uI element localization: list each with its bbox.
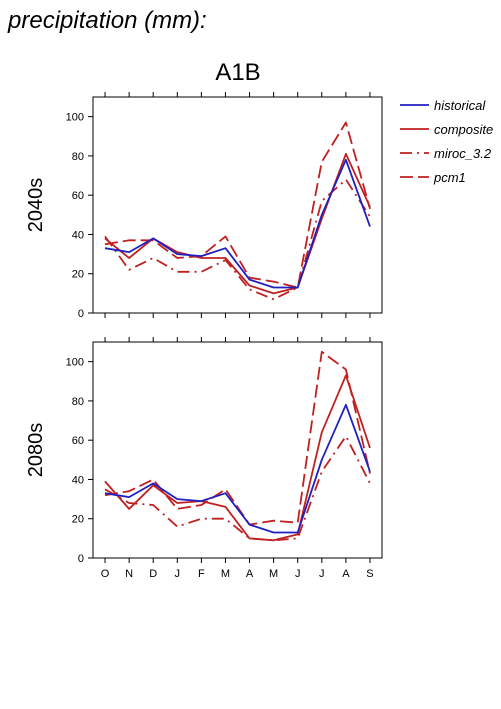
row-label-2040s: 2040s bbox=[25, 178, 47, 233]
y-tick-label: 20 bbox=[72, 514, 84, 526]
legend: historical composite miroc_3.2 pcm1 bbox=[400, 98, 493, 185]
x-tick-label: O bbox=[101, 568, 110, 580]
series-line-historical bbox=[104, 403, 371, 534]
y-tick-label: 60 bbox=[72, 435, 84, 447]
plot-frame bbox=[92, 341, 383, 559]
x-tick-label: J bbox=[295, 568, 301, 580]
legend-label: historical bbox=[434, 98, 486, 113]
y-tick-label: 0 bbox=[78, 308, 84, 320]
series-line-historical bbox=[104, 158, 371, 289]
y-tick-label: 40 bbox=[72, 474, 84, 486]
panel-2080s: 2080s 0 20 40 60 80 100 O N D J F M A M J J A S bbox=[25, 337, 383, 580]
x-tick-label: N bbox=[125, 568, 133, 580]
x-tick-label: D bbox=[149, 568, 157, 580]
row-label-2080s: 2080s bbox=[25, 423, 47, 478]
panel-2040s: 2040s 0 20 40 60 80 100 bbox=[25, 92, 383, 320]
x-tick-label: F bbox=[198, 568, 205, 580]
y-tick-label: 40 bbox=[72, 229, 84, 241]
page-title: precipitation (mm): bbox=[7, 7, 207, 34]
y-tick-label: 0 bbox=[78, 553, 84, 565]
y-tick-label: 100 bbox=[66, 357, 84, 369]
plot-frame bbox=[92, 96, 383, 314]
y-tick-label: 80 bbox=[72, 396, 84, 408]
legend-label: pcm1 bbox=[433, 170, 466, 185]
x-tick-label: J bbox=[175, 568, 181, 580]
x-tick-label: M bbox=[269, 568, 278, 580]
series-line-pcm1 bbox=[104, 350, 371, 526]
legend-label: composite bbox=[434, 122, 493, 137]
series-line-composite bbox=[104, 374, 371, 542]
x-tick-label: M bbox=[221, 568, 230, 580]
legend-label: miroc_3.2 bbox=[434, 146, 492, 161]
y-tick-label: 100 bbox=[66, 112, 84, 124]
y-tick-label: 80 bbox=[72, 151, 84, 163]
y-tick-label: 60 bbox=[72, 190, 84, 202]
x-tick-label: A bbox=[246, 568, 254, 580]
series-line-miroc-3-2 bbox=[104, 435, 371, 542]
x-tick-label: S bbox=[366, 568, 373, 580]
y-tick-label: 20 bbox=[72, 269, 84, 281]
x-tick-label: J bbox=[319, 568, 325, 580]
series-line-composite bbox=[104, 152, 371, 295]
x-tick-label: A bbox=[342, 568, 350, 580]
scenario-title: A1B bbox=[215, 59, 260, 86]
